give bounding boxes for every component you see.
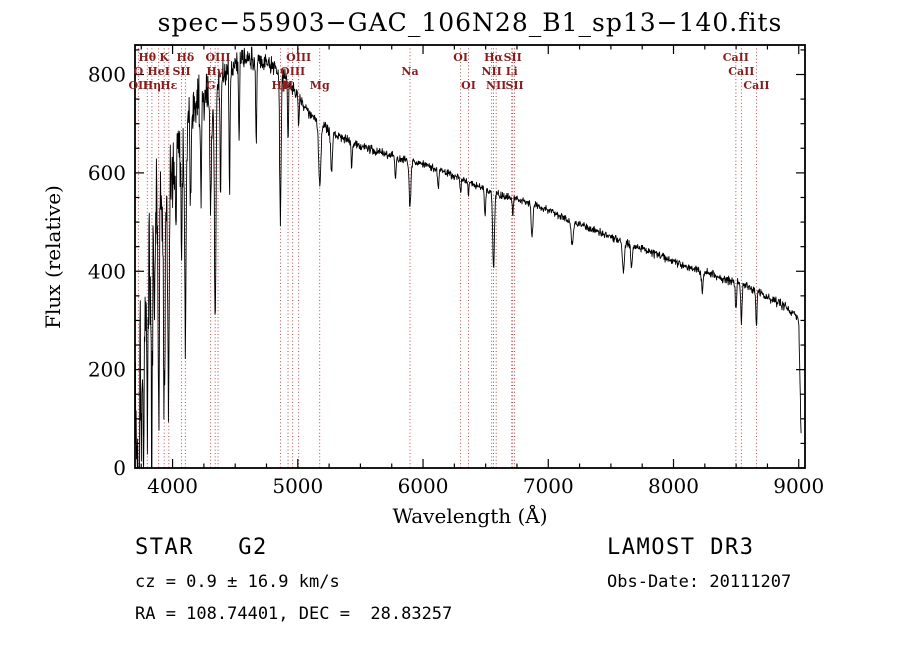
spectral-line-label: Mg [310,79,330,92]
y-tick-label: 200 [88,358,126,382]
y-tick-label: 0 [113,456,126,480]
spectral-line-label: CaII [723,51,749,64]
obs-date-label: Obs-Date: 20111207 [607,572,791,592]
spectral-line-label: CaII [743,79,769,92]
x-tick-label: 8000 [648,474,699,498]
spectral-line-label: Hδ [176,51,194,64]
x-tick-label: 4000 [147,474,198,498]
spectral-line-label: OIII [286,51,311,64]
spectral-line-label: OI [461,79,476,92]
axis-ticks: 4000 5000 6000 7000 8000 9000 0 200 400 600 800 [88,45,824,498]
spectral-line-label: OI [453,51,468,64]
y-axis-label: Flux (relative) [41,185,65,329]
spectral-line-label: K [159,51,169,64]
spectral-line-label: CaII [728,65,754,78]
cz-velocity-label: cz = 0.9 ± 16.9 km/s [135,572,340,592]
survey-release-label: LAMOST DR3 [607,535,754,560]
spectral-line-label: OIII [280,65,305,78]
spectral-line-label: Hα [484,51,503,64]
x-tick-label: 6000 [398,474,449,498]
y-tick-label: 600 [88,161,126,185]
spectral-line-label: SII [505,79,523,92]
spectral-line-label: O [134,65,144,78]
spectral-line-label: Hθ [138,51,156,64]
spectral-line-label: G [206,79,215,92]
object-class-label: STAR G2 [135,535,268,560]
spectral-line-label: Hβ [272,79,290,92]
x-tick-label: 7000 [523,474,574,498]
ra-dec-label: RA = 108.74401, DEC = 28.83257 [135,604,452,624]
spectral-line-label: Hγ [206,65,224,78]
x-tick-label: 5000 [272,474,323,498]
spectral-line-label: NII [486,79,506,92]
spectral-line-label: H [283,79,293,92]
spectrum-trace-group [134,46,802,468]
spectral-line-label: NII [481,65,501,78]
plot-frame [134,44,806,469]
y-tick-label: 800 [88,63,126,87]
spectral-line-label: SII [172,65,190,78]
plot-title: spec−55903−GAC_106N28_B1_sp13−140.fits [158,8,783,37]
spectrum-trace [134,46,802,468]
x-axis-label: Wavelength (Å) [392,503,547,528]
spectral-line-label: Li [506,65,518,78]
spectral-line-label: OII [128,79,148,92]
spectral-line-label: Na [401,65,418,78]
spectral-line-label: SII [504,51,522,64]
spectral-line-label: Hη [143,79,161,92]
spectral-line-label: HeI [147,65,170,78]
y-tick-label: 400 [88,259,126,283]
spectral-line-label: Hε [160,79,177,92]
plot-frame-group [134,44,806,469]
x-tick-label: 9000 [773,474,824,498]
spectral-line-label: OIII [206,51,231,64]
line-markers [137,45,757,468]
